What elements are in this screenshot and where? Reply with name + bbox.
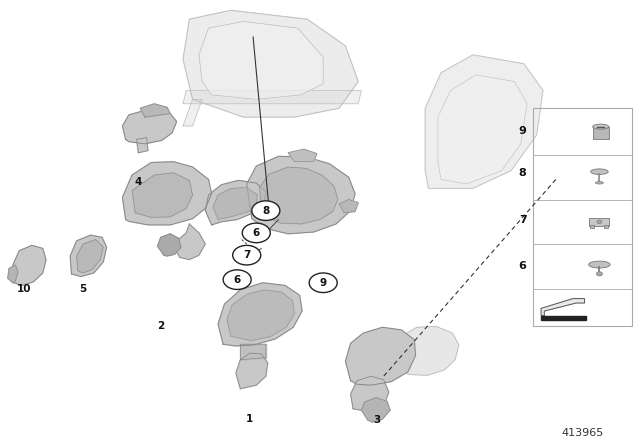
Text: 7: 7 bbox=[243, 250, 250, 260]
Ellipse shape bbox=[589, 261, 610, 268]
Polygon shape bbox=[183, 99, 202, 126]
Text: 1: 1 bbox=[246, 414, 253, 424]
Polygon shape bbox=[70, 235, 106, 276]
Polygon shape bbox=[136, 138, 148, 153]
Text: 8: 8 bbox=[262, 206, 269, 215]
Bar bbox=[534, 108, 632, 327]
Text: 2: 2 bbox=[157, 321, 164, 332]
Polygon shape bbox=[77, 240, 103, 273]
Circle shape bbox=[309, 273, 337, 293]
Polygon shape bbox=[241, 344, 266, 360]
Polygon shape bbox=[288, 149, 317, 162]
Bar bbox=[604, 225, 609, 228]
Ellipse shape bbox=[591, 169, 608, 174]
Polygon shape bbox=[346, 327, 415, 385]
Circle shape bbox=[233, 246, 260, 265]
Circle shape bbox=[597, 220, 602, 224]
Text: 5: 5 bbox=[79, 284, 86, 293]
Bar bbox=[593, 127, 609, 139]
Polygon shape bbox=[362, 398, 390, 422]
Text: 9: 9 bbox=[518, 125, 527, 135]
Text: 8: 8 bbox=[519, 168, 527, 178]
Polygon shape bbox=[218, 283, 302, 346]
Polygon shape bbox=[246, 156, 355, 234]
Polygon shape bbox=[259, 167, 338, 224]
Text: 10: 10 bbox=[17, 284, 31, 293]
Text: 6: 6 bbox=[518, 261, 527, 271]
Polygon shape bbox=[236, 353, 268, 389]
Polygon shape bbox=[122, 111, 177, 144]
Polygon shape bbox=[541, 298, 584, 315]
Polygon shape bbox=[122, 162, 212, 225]
Ellipse shape bbox=[593, 124, 609, 129]
Polygon shape bbox=[438, 75, 527, 184]
Polygon shape bbox=[140, 104, 170, 117]
Circle shape bbox=[243, 223, 270, 243]
Circle shape bbox=[596, 272, 602, 276]
Ellipse shape bbox=[595, 181, 604, 184]
Circle shape bbox=[252, 201, 280, 220]
Polygon shape bbox=[425, 55, 543, 188]
Text: 4: 4 bbox=[134, 177, 142, 187]
Text: 9: 9 bbox=[319, 278, 327, 288]
Polygon shape bbox=[157, 234, 181, 256]
Text: 7: 7 bbox=[519, 215, 527, 224]
Polygon shape bbox=[205, 181, 266, 225]
Text: 3: 3 bbox=[374, 415, 381, 425]
Polygon shape bbox=[213, 188, 257, 220]
Polygon shape bbox=[8, 265, 18, 283]
Polygon shape bbox=[183, 10, 358, 117]
Text: 413965: 413965 bbox=[561, 428, 604, 438]
Text: 6: 6 bbox=[234, 275, 241, 284]
Polygon shape bbox=[339, 199, 358, 213]
Bar bbox=[590, 225, 595, 228]
Polygon shape bbox=[132, 173, 193, 217]
Circle shape bbox=[223, 270, 251, 289]
Polygon shape bbox=[13, 246, 46, 285]
Polygon shape bbox=[183, 90, 362, 104]
Bar bbox=[589, 218, 609, 226]
Polygon shape bbox=[351, 376, 389, 412]
Polygon shape bbox=[395, 327, 459, 375]
Polygon shape bbox=[175, 224, 205, 260]
Text: 6: 6 bbox=[253, 228, 260, 238]
Polygon shape bbox=[227, 290, 294, 340]
Bar bbox=[541, 316, 586, 320]
Polygon shape bbox=[199, 22, 323, 99]
